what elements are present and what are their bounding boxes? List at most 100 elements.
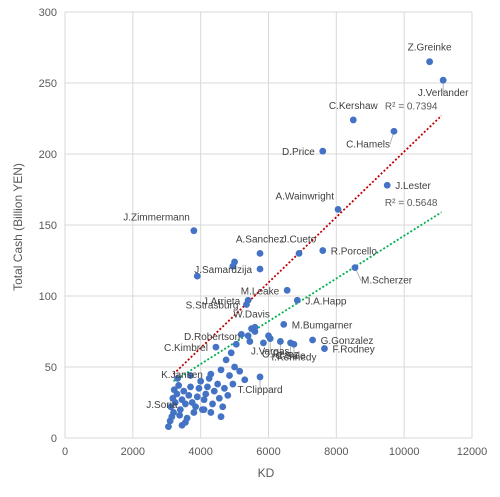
point-label: C.Hamels: [346, 139, 390, 150]
point-label: A.Sanchez: [236, 234, 284, 245]
data-point: [236, 367, 244, 375]
data-point: [351, 264, 359, 271]
x-tick-label: 2000: [121, 446, 145, 458]
data-point: [185, 392, 193, 399]
data-point: [170, 386, 178, 394]
data-point: [180, 387, 188, 395]
data-point: [266, 335, 274, 342]
point-label: C.Sale: [276, 351, 306, 362]
data-point: [217, 366, 225, 374]
data-point: [227, 349, 235, 357]
r-squared-label: R² = 0.5648: [385, 198, 438, 209]
data-point: [319, 147, 327, 155]
r-squared-label: R² = 0.7394: [385, 102, 438, 113]
data-point: [248, 325, 255, 333]
data-point: [178, 421, 186, 429]
data-point: [207, 370, 215, 378]
point-label: M.Bumgarner: [292, 320, 353, 331]
data-point: [175, 382, 183, 389]
data-point: [209, 400, 216, 408]
data-points: [165, 58, 447, 431]
y-tick-label: 250: [39, 78, 57, 90]
gridlines: [64, 11, 473, 439]
point-label: G.Gonzalez: [321, 336, 374, 347]
point-labels: Z.Greinke J.Verlander C.Kershaw C.Hamels D.P…: [123, 43, 469, 411]
data-point: [226, 372, 233, 379]
data-point: [222, 356, 230, 364]
point-label: C.Kershaw: [329, 101, 379, 112]
x-tick-label: 6000: [256, 446, 280, 458]
data-point: [276, 338, 284, 345]
point-label: J.Arrieta: [203, 296, 241, 307]
data-point: [426, 58, 434, 66]
data-point: [204, 383, 211, 391]
data-point: [215, 394, 223, 402]
data-point: [309, 336, 316, 344]
data-point: [256, 373, 264, 381]
data-point: [231, 258, 238, 266]
trendlines: R² = 0.7394 R² = 0.5648: [172, 102, 443, 382]
data-point: [170, 409, 177, 416]
point-label: M.Leake: [241, 286, 280, 297]
point-label: F.Rodney: [332, 345, 374, 356]
point-label: J.Vargas: [251, 347, 290, 358]
trendline: [173, 211, 442, 382]
data-point: [383, 181, 391, 189]
data-point: [260, 339, 267, 347]
point-label: A.Wainwright: [275, 191, 334, 202]
data-point: [224, 392, 232, 399]
y-tick-label: 0: [51, 433, 57, 445]
axis-ticks: 0 2000 4000 6000 8000 10000 12000 0 50 100 150 200 2…: [39, 7, 488, 458]
point-label: C.Kimbrel: [164, 343, 208, 354]
data-point: [221, 384, 228, 392]
point-label: R.Porcello: [331, 247, 378, 258]
point-label: J.Zimmermann: [123, 213, 190, 224]
data-point: [187, 383, 194, 391]
y-tick-label: 300: [39, 7, 57, 19]
point-label: I.Kennedy: [271, 352, 316, 363]
point-label: O.Perez: [262, 349, 299, 360]
point-label: M.Scherzer: [361, 276, 413, 287]
data-point: [256, 250, 264, 257]
x-tick-label: 0: [62, 446, 68, 458]
data-point: [176, 411, 184, 419]
data-point: [169, 394, 177, 402]
data-point: [283, 286, 291, 294]
data-point: [200, 406, 208, 413]
data-point: [293, 296, 301, 304]
x-tick-label: 10000: [389, 446, 420, 458]
point-label: W.Davis: [233, 310, 270, 321]
data-point: [237, 330, 245, 338]
data-point: [244, 332, 252, 340]
data-point: [212, 343, 220, 351]
data-point: [287, 339, 294, 347]
x-tick-label: 4000: [188, 446, 212, 458]
data-point: [256, 265, 264, 273]
y-tick-label: 100: [39, 291, 57, 303]
data-point: [165, 423, 172, 431]
point-label: J.Verlander: [418, 88, 469, 99]
point-label: K.Jansen: [161, 370, 203, 381]
data-point: [193, 272, 201, 280]
data-point: [195, 384, 203, 392]
y-axis-title: Total Cash (Billion YEN): [11, 163, 25, 291]
point-label: J.Cueto: [282, 234, 317, 245]
data-point: [190, 227, 198, 235]
data-point: [246, 338, 254, 345]
point-label: J.Soria: [146, 400, 178, 411]
point-label: T.Clippard: [238, 385, 283, 396]
data-point: [439, 76, 447, 84]
data-point: [192, 403, 199, 411]
data-point: [295, 250, 303, 257]
data-point: [200, 396, 208, 404]
data-point: [176, 406, 184, 413]
data-point: [210, 387, 218, 395]
data-point: [243, 301, 250, 308]
data-point: [207, 409, 215, 416]
data-point: [231, 363, 238, 371]
data-point: [349, 116, 357, 124]
point-label: J.A.Happ: [305, 296, 347, 307]
data-point: [241, 376, 249, 384]
data-point: [197, 377, 205, 385]
